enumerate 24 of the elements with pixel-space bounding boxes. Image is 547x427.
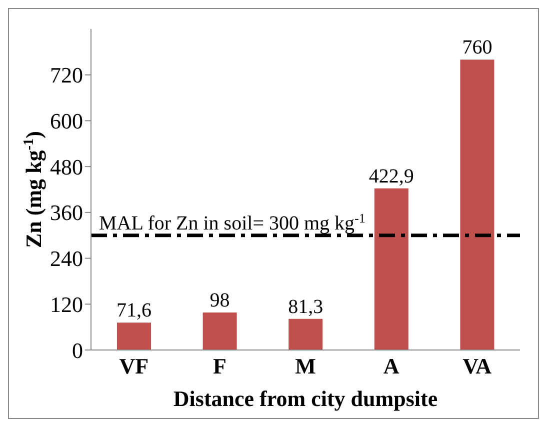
x-axis-title: Distance from city dumpsite <box>173 386 438 411</box>
x-tick-label: F <box>212 354 226 379</box>
x-tick-label: VF <box>119 354 149 379</box>
data-label: 98 <box>210 290 230 312</box>
data-label: 760 <box>462 36 492 59</box>
y-tick-label: 600 <box>50 108 83 134</box>
bar <box>374 188 408 350</box>
ref-line-label: MAL for Zn in soil= 300 mg kg$^{-1}$ <box>99 210 366 234</box>
y-tick-label: 480 <box>50 154 83 180</box>
y-tick-label: 360 <box>50 200 83 226</box>
y-tick-label: 720 <box>50 62 83 88</box>
data-label: 422,9 <box>368 165 414 188</box>
bar <box>460 60 494 350</box>
x-tick-label: M <box>295 354 316 379</box>
y-tick-label: 120 <box>50 292 83 317</box>
x-tick-label: VA <box>462 354 492 379</box>
data-label: 81,3 <box>288 296 324 318</box>
bar <box>202 312 237 350</box>
bar <box>117 322 151 350</box>
bar <box>288 318 323 350</box>
data-label: 71,6 <box>116 300 152 322</box>
y-tick-label: 240 <box>50 246 83 272</box>
y-tick-label: 0 <box>72 338 83 363</box>
x-tick-label: A <box>383 354 400 379</box>
